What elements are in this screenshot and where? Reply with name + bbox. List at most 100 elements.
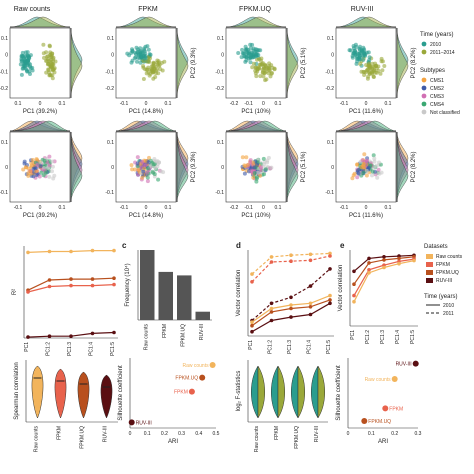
pca-point [352, 171, 357, 176]
legend-label-line-2010: 2010 [443, 303, 454, 309]
pca-point [250, 65, 255, 70]
legend-label-cms3: CMS3 [430, 94, 444, 100]
split-violin-left [311, 365, 319, 419]
pca-frame [335, 27, 397, 99]
pca-x-tick: 0 [365, 205, 368, 211]
pca-marginal-right [70, 27, 83, 99]
pca-point [148, 52, 153, 57]
x-tick-label: 0.4 [195, 431, 202, 437]
pca-marginal-right [286, 131, 299, 203]
pca-point [133, 55, 138, 60]
pca-point [240, 155, 245, 160]
x-tick-label: 0.5 [213, 431, 220, 437]
series-point [367, 271, 371, 275]
series-point [47, 284, 52, 289]
pca-point [156, 71, 161, 76]
scatter-point-raw_counts [209, 362, 216, 368]
scatter-point-fpkm_uq [199, 374, 206, 381]
series-point [47, 278, 52, 282]
pca-point [21, 64, 26, 69]
pca-x-tick: 0.1 [165, 101, 172, 107]
pca-point [258, 48, 263, 53]
pca-point [47, 43, 52, 48]
scatter-point-label: RUV-III [136, 420, 152, 426]
silhouette-ari-cms-panel: Silhouette coefficient 0 0.1 0.2 0.3 ARI RUV-I… [336, 358, 422, 445]
split-violin-left [291, 365, 299, 419]
pca-marginal-right [70, 27, 83, 99]
x-tick-label: 0.2 [161, 431, 168, 437]
series-point [289, 315, 293, 319]
pca-x-tick: 0.1 [385, 101, 392, 107]
series-point [47, 334, 52, 339]
pca-y-tick: -0.1 [0, 69, 8, 75]
series-point [397, 261, 401, 266]
pca-y-label: PC2 (8.2%) [411, 151, 417, 182]
pca-point [28, 62, 33, 67]
pca-point [156, 177, 161, 182]
pca-point [26, 173, 31, 178]
pca-point [244, 155, 249, 160]
series-point [352, 269, 356, 274]
pca-point [48, 60, 53, 65]
pca-point [45, 58, 50, 63]
pca-point [366, 74, 371, 79]
bar [195, 311, 210, 320]
pca-point [377, 171, 382, 176]
pca-marginal-right [396, 131, 409, 203]
pca-point [372, 156, 377, 161]
pca-point [370, 61, 375, 66]
pca-marginal-right [70, 131, 83, 203]
pca-point [47, 174, 52, 179]
x-tick-label: 0.1 [144, 431, 151, 437]
title-ruv-iii: RUV-III [351, 6, 374, 13]
pca-point [262, 172, 266, 177]
legend-time-lines-title: Time (years) [424, 294, 457, 300]
pca-x-tick: 0 [262, 205, 265, 211]
pca-point [244, 55, 249, 60]
pca-marginal-right [286, 27, 299, 99]
pca-point [364, 173, 369, 178]
x-axis-label: ARI [168, 439, 178, 445]
pca-point [371, 69, 376, 74]
pca-point [266, 155, 271, 160]
pca-point [24, 165, 29, 170]
pca-point [361, 171, 366, 175]
split-violin-left [251, 365, 259, 419]
pca-point [350, 176, 355, 181]
y-axis-label: Vector correlation [236, 270, 242, 317]
series-point [112, 282, 116, 287]
pca-point [242, 171, 247, 176]
pca-marginal-right [176, 27, 189, 99]
legend-time-title: Time (years) [420, 32, 453, 38]
pca-point [258, 173, 262, 178]
legend-swatch-raw-counts [426, 254, 433, 259]
pca-y-tick: -0.2 [105, 86, 114, 92]
pca-point [236, 51, 241, 55]
pca-point [20, 50, 25, 55]
pca-y-tick: -0.1 [105, 69, 114, 75]
pca-point [37, 174, 42, 179]
pca-point [380, 68, 385, 73]
pca-x-tick: -0.1 [244, 205, 253, 211]
pca-point [44, 170, 49, 175]
pca-point [244, 47, 249, 52]
split-violin-right [277, 365, 285, 419]
pca-point [27, 54, 32, 59]
legend-swatch-cms2 [421, 85, 427, 91]
series-point [269, 306, 274, 311]
pca-point [155, 58, 160, 63]
pca-y-tick: 0.1 [107, 36, 114, 42]
scatter-point-label: FPKM.UQ [175, 376, 198, 382]
legend-datasets-title: Datasets [424, 244, 448, 250]
pca-y-tick: 0.1 [1, 140, 8, 146]
pca-marginal-right [286, 131, 299, 203]
x-tick-label: PC1 [24, 342, 30, 352]
pca-point [264, 77, 269, 82]
pca-point [364, 158, 369, 163]
pca-point [145, 170, 150, 175]
legend-subtypes-title: Subtypes [420, 68, 445, 74]
violin-raw_counts [31, 365, 44, 419]
pca-point [377, 160, 381, 165]
pca-x-tick: 0 [39, 101, 42, 107]
